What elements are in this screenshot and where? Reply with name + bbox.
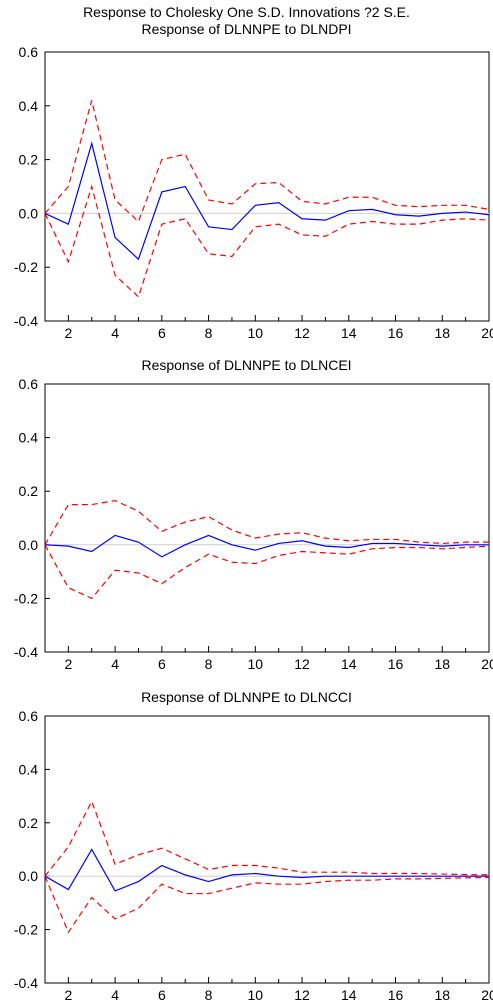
- y-tick-label: -0.2: [14, 259, 38, 275]
- x-tick-label: 10: [248, 656, 264, 672]
- y-tick-label: 0.6: [19, 44, 39, 60]
- x-tick-label: 18: [434, 325, 450, 341]
- x-tick-label: 20: [481, 987, 493, 1003]
- x-tick-label: 16: [388, 325, 404, 341]
- x-tick-label: 10: [248, 987, 264, 1003]
- upper-se-band-line: [44, 499, 489, 546]
- x-tick-label: 4: [111, 987, 119, 1003]
- y-tick-label: 0.2: [19, 483, 39, 499]
- x-tick-label: 2: [64, 987, 72, 1003]
- y-tick-label: 0.0: [19, 868, 39, 884]
- y-tick-label: -0.2: [14, 922, 38, 938]
- x-tick-label: 20: [481, 325, 493, 341]
- x-tick-label: 16: [388, 656, 404, 672]
- panel-1-title: Response of DLNNPE to DLNDPI: [141, 21, 352, 37]
- x-tick-label: 18: [434, 987, 450, 1003]
- x-tick-label: 10: [248, 325, 264, 341]
- y-tick-label: -0.2: [14, 590, 38, 606]
- x-tick-label: 14: [341, 987, 357, 1003]
- y-tick-label: 0.4: [19, 430, 39, 446]
- plot-frame: [44, 383, 490, 653]
- x-tick-label: 6: [158, 656, 166, 672]
- y-tick-label: 0.6: [19, 376, 39, 392]
- y-tick-label: 0.2: [19, 815, 39, 831]
- x-tick-label: 4: [111, 325, 119, 341]
- y-tick-label: -0.4: [14, 975, 38, 991]
- x-tick-label: 4: [111, 656, 119, 672]
- lower-se-band-line: [44, 544, 490, 600]
- x-tick-label: 16: [388, 987, 404, 1003]
- x-tick-label: 2: [64, 656, 72, 672]
- y-tick-label: 0.0: [19, 537, 39, 553]
- x-tick-label: 8: [205, 656, 213, 672]
- x-tick-label: 12: [294, 656, 310, 672]
- plot-frame: [44, 51, 490, 322]
- y-tick-label: -0.4: [14, 313, 38, 329]
- upper-se-band-line: [44, 799, 490, 877]
- x-tick-label: 2: [64, 325, 72, 341]
- x-tick-label: 14: [341, 656, 357, 672]
- x-tick-label: 14: [341, 325, 357, 341]
- x-tick-label: 8: [205, 987, 213, 1003]
- x-tick-label: 8: [205, 325, 213, 341]
- y-tick-label: 0.4: [19, 98, 39, 114]
- lower-se-band-line: [44, 875, 490, 934]
- x-tick-label: 18: [434, 656, 450, 672]
- lower-se-band-line: [44, 184, 490, 298]
- response-line: [44, 141, 490, 261]
- response-line: [44, 848, 489, 892]
- upper-se-band-line: [44, 100, 490, 223]
- figure-main-title: Response to Cholesky One S.D. Innovation…: [83, 4, 410, 20]
- y-tick-label: -0.4: [14, 644, 38, 660]
- response-line: [44, 534, 489, 558]
- y-tick-label: 0.6: [19, 708, 39, 724]
- x-tick-label: 12: [294, 325, 310, 341]
- y-tick-label: 0.0: [19, 205, 39, 221]
- y-tick-label: 0.4: [19, 761, 39, 777]
- plot-frame: [44, 715, 490, 984]
- panel-3-title: Response of DLNNPE to DLNCCI: [141, 689, 352, 705]
- y-tick-label: 0.2: [19, 152, 39, 168]
- x-tick-label: 6: [158, 987, 166, 1003]
- x-tick-label: 12: [294, 987, 310, 1003]
- x-tick-label: 20: [481, 656, 493, 672]
- x-tick-label: 6: [158, 325, 166, 341]
- panel-2-title: Response of DLNNPE to DLNCEI: [141, 357, 352, 373]
